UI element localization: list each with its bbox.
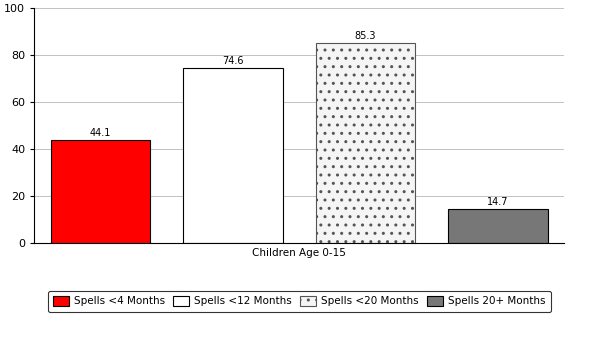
Text: 85.3: 85.3: [355, 31, 376, 41]
Legend: Spells <4 Months, Spells <12 Months, Spells <20 Months, Spells 20+ Months: Spells <4 Months, Spells <12 Months, Spe…: [48, 291, 551, 312]
X-axis label: Children Age 0-15: Children Age 0-15: [252, 248, 346, 257]
Bar: [183, 68, 282, 243]
Text: 74.6: 74.6: [222, 56, 244, 66]
Text: 44.1: 44.1: [90, 128, 111, 138]
Text: 14.7: 14.7: [488, 197, 509, 207]
Bar: [316, 43, 415, 243]
Bar: [449, 209, 548, 243]
Bar: [51, 140, 150, 243]
